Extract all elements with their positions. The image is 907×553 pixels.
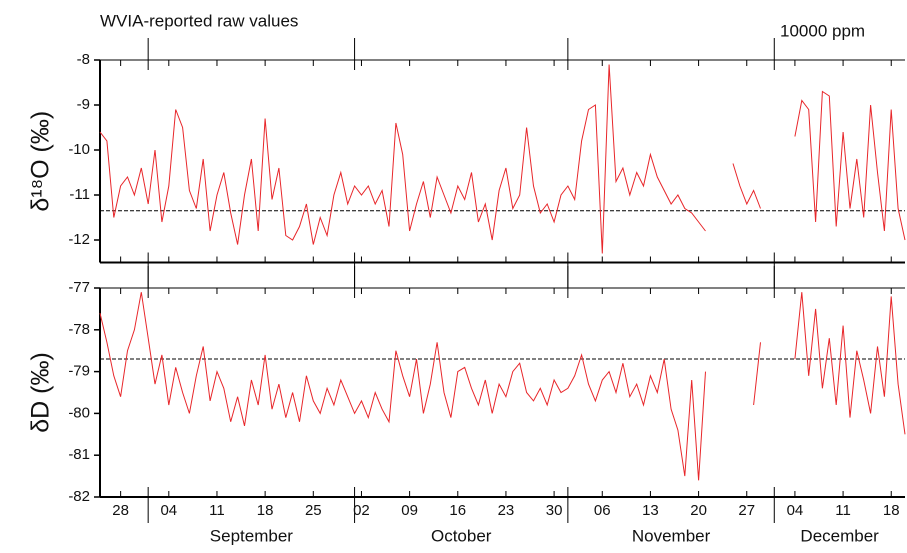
month-label: October xyxy=(431,526,492,545)
y-axis-label: δD (‰) xyxy=(27,352,55,433)
y-tick-label: -77 xyxy=(68,279,90,296)
x-tick-label: 04 xyxy=(160,502,177,519)
x-tick-label: 18 xyxy=(257,502,274,519)
x-tick-label: 11 xyxy=(835,502,851,519)
x-tick-label: 18 xyxy=(883,502,900,519)
x-tick-label: 16 xyxy=(449,502,466,519)
x-tick-label: 25 xyxy=(305,502,322,519)
x-tick-label: 28 xyxy=(112,502,129,519)
y-tick-label: -80 xyxy=(68,404,90,421)
month-label: September xyxy=(210,526,293,545)
y-axis-label: δ¹⁸O (‰) xyxy=(27,111,55,212)
x-tick-label: 23 xyxy=(498,502,515,519)
y-tick-label: -11 xyxy=(69,186,90,203)
y-tick-label: -82 xyxy=(68,488,90,505)
month-label: December xyxy=(800,526,879,545)
y-tick-label: -8 xyxy=(77,51,90,68)
y-tick-label: -81 xyxy=(68,446,90,463)
y-tick-label: -9 xyxy=(77,96,90,113)
y-tick-label: -10 xyxy=(68,141,90,158)
x-tick-label: 13 xyxy=(642,502,659,519)
x-tick-label: 09 xyxy=(401,502,418,519)
x-tick-label: 06 xyxy=(594,502,611,519)
y-tick-label: -79 xyxy=(68,363,90,380)
x-tick-label: 11 xyxy=(209,502,225,519)
data-line xyxy=(99,64,906,254)
chart-title: WVIA-reported raw values xyxy=(100,11,298,30)
x-tick-label: 02 xyxy=(353,502,370,519)
x-tick-label: 20 xyxy=(690,502,707,519)
x-tick-label: 30 xyxy=(546,502,563,519)
x-tick-label: 04 xyxy=(787,502,804,519)
month-label: November xyxy=(632,526,711,545)
data-line xyxy=(99,292,906,481)
x-tick-label: 27 xyxy=(738,502,755,519)
y-tick-label: -78 xyxy=(68,321,90,338)
y-tick-label: -12 xyxy=(68,231,90,248)
annotation: 10000 ppm xyxy=(780,21,865,40)
